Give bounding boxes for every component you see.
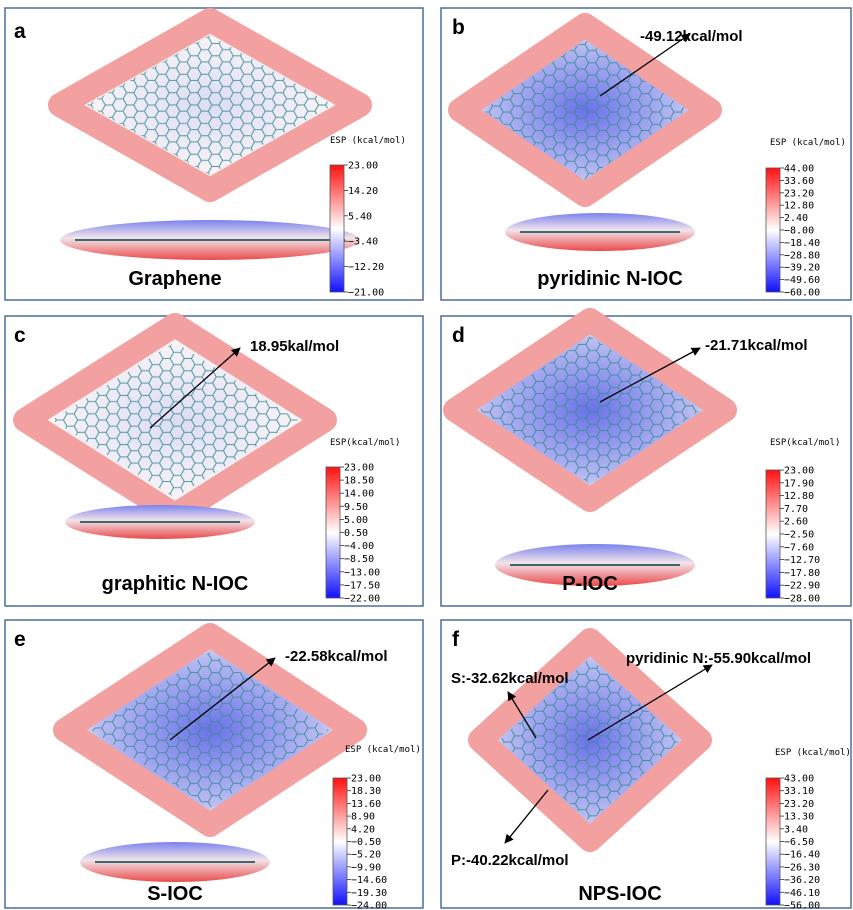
colorbar-tick-label: −60.00 bbox=[784, 288, 820, 299]
colorbar-tick-label: 5.00 bbox=[344, 515, 368, 526]
colorbar-tick-label: 23.00 bbox=[348, 161, 378, 172]
colorbar-tick-label: 43.00 bbox=[784, 774, 814, 785]
panel-letter: a bbox=[14, 20, 26, 43]
colorbar-tick-label: 8.90 bbox=[351, 812, 375, 823]
panel-letter: b bbox=[452, 16, 465, 39]
colorbar-tick-label: −7.60 bbox=[784, 542, 814, 553]
colorbar-tick-label: 7.70 bbox=[784, 504, 808, 515]
colorbar-tick-label: 18.50 bbox=[344, 476, 374, 487]
colorbar-tick-label: 18.30 bbox=[351, 786, 381, 797]
annotation: -21.71kcal/mol bbox=[705, 337, 808, 354]
colorbar-tick-label: −22.00 bbox=[344, 594, 380, 605]
colorbar-tick-label: 23.20 bbox=[784, 799, 814, 810]
colorbar-tick-label: 5.40 bbox=[348, 211, 372, 222]
molecule-name: graphitic N-IOC bbox=[102, 573, 249, 595]
colorbar-tick-label: −39.20 bbox=[784, 263, 820, 274]
colorbar-tick-label: −16.40 bbox=[784, 850, 820, 861]
colorbar-tick-label: 23.00 bbox=[351, 774, 381, 785]
colorbar-tick-label: −56.00 bbox=[784, 901, 820, 910]
colorbar-tick-label: −0.50 bbox=[351, 837, 381, 848]
colorbar-title: ESP (kcal/mol) bbox=[345, 745, 421, 755]
annotation: 18.95kal/mol bbox=[250, 338, 339, 355]
colorbar-tick-label: −4.00 bbox=[344, 541, 374, 552]
colorbar-tick-label: −3.40 bbox=[348, 237, 378, 248]
colorbar-tick-label: −12.20 bbox=[348, 262, 384, 273]
panel-letter: f bbox=[452, 628, 460, 651]
annotation: S:-32.62kcal/mol bbox=[451, 670, 569, 687]
colorbar-tick-label: −22.90 bbox=[784, 581, 820, 592]
colorbar-tick-label: −36.20 bbox=[784, 875, 820, 886]
colorbar bbox=[766, 168, 780, 292]
colorbar-tick-label: 14.00 bbox=[344, 489, 374, 500]
molecule-name: P-IOC bbox=[562, 573, 618, 595]
colorbar-tick-label: −12.70 bbox=[784, 555, 820, 566]
colorbar-title: ESP(kcal/mol) bbox=[330, 438, 400, 448]
colorbar-tick-label: −26.30 bbox=[784, 862, 820, 873]
colorbar-tick-label: −17.80 bbox=[784, 568, 820, 579]
molecule-name: Graphene bbox=[128, 268, 221, 290]
molecule-name: S-IOC bbox=[147, 883, 203, 905]
colorbar-tick-label: 3.40 bbox=[784, 824, 808, 835]
colorbar-tick-label: 12.80 bbox=[784, 201, 814, 212]
molecule-name: pyridinic N-IOC bbox=[537, 268, 683, 290]
molecule-name: NPS-IOC bbox=[578, 883, 661, 905]
colorbar-tick-label: 14.20 bbox=[348, 186, 378, 197]
colorbar-tick-label: −8.00 bbox=[784, 226, 814, 237]
colorbar-tick-label: −9.90 bbox=[351, 862, 381, 873]
colorbar-tick-label: 12.80 bbox=[784, 491, 814, 502]
colorbar-tick-label: −5.20 bbox=[351, 850, 381, 861]
colorbar-tick-label: −2.50 bbox=[784, 530, 814, 541]
colorbar-tick-label: −28.00 bbox=[784, 594, 820, 605]
colorbar-tick-label: 33.10 bbox=[784, 786, 814, 797]
colorbar-tick-label: 33.60 bbox=[784, 176, 814, 187]
colorbar-tick-label: −21.00 bbox=[348, 288, 384, 299]
colorbar bbox=[333, 778, 347, 905]
colorbar-title: ESP (kcal/mol) bbox=[330, 136, 406, 146]
colorbar-tick-label: 23.20 bbox=[784, 188, 814, 199]
colorbar-tick-label: 13.60 bbox=[351, 799, 381, 810]
colorbar bbox=[326, 467, 340, 598]
colorbar-tick-label: −28.80 bbox=[784, 250, 820, 261]
panel: b pyridinic N-IOC ESP (kcal/mol) 44.0033.60… bbox=[441, 8, 851, 300]
colorbar-tick-label: 2.60 bbox=[784, 517, 808, 528]
colorbar-tick-label: 23.00 bbox=[344, 463, 374, 474]
annotation: P:-40.22kcal/mol bbox=[451, 852, 569, 869]
panel-letter: c bbox=[14, 324, 26, 347]
figure: a Graphene ESP (kcal/mol) 23.00 14.20 5.40 −3.… bbox=[0, 0, 853, 910]
panel: c graphitic N-IOC ESP(kcal/mol) 23.00 18.50 1… bbox=[5, 316, 423, 606]
colorbar-tick-label: −24.00 bbox=[351, 901, 387, 910]
colorbar-tick-label: 2.40 bbox=[784, 213, 808, 224]
colorbar-tick-label: −19.30 bbox=[351, 888, 387, 899]
colorbar-tick-label: 13.30 bbox=[784, 812, 814, 823]
colorbar-title: ESP (kcal/mol) bbox=[770, 138, 846, 148]
colorbar bbox=[330, 165, 344, 292]
colorbar bbox=[766, 778, 780, 905]
colorbar-tick-label: −18.40 bbox=[784, 238, 820, 249]
colorbar-tick-label: −8.50 bbox=[344, 554, 374, 565]
panel-letter: e bbox=[14, 628, 26, 651]
colorbar-tick-label: −49.60 bbox=[784, 275, 820, 286]
colorbar-tick-label: 0.50 bbox=[344, 528, 368, 539]
colorbar-tick-label: 4.20 bbox=[351, 824, 375, 835]
colorbar bbox=[766, 470, 780, 598]
colorbar-tick-label: 44.00 bbox=[784, 164, 814, 175]
annotation: pyridinic N:-55.90kcal/mol bbox=[626, 650, 811, 667]
colorbar-title: ESP (kcal/mol) bbox=[775, 748, 851, 758]
colorbar-tick-label: −46.10 bbox=[784, 888, 820, 899]
colorbar-tick-label: 17.90 bbox=[784, 478, 814, 489]
panel: a Graphene ESP (kcal/mol) 23.00 14.20 5.40 −3.… bbox=[5, 8, 423, 300]
colorbar-tick-label: −17.50 bbox=[344, 580, 380, 591]
colorbar-tick-label: −14.60 bbox=[351, 875, 387, 886]
colorbar-tick-label: −6.50 bbox=[784, 837, 814, 848]
colorbar-tick-label: 9.50 bbox=[344, 502, 368, 513]
colorbar-tick-label: −13.00 bbox=[344, 567, 380, 578]
colorbar-tick-label: 23.00 bbox=[784, 466, 814, 477]
panel-letter: d bbox=[452, 324, 465, 347]
annotation: -22.58kcal/mol bbox=[285, 648, 388, 665]
colorbar-title: ESP(kcal/mol) bbox=[770, 438, 840, 448]
annotation: -49.12kcal/mol bbox=[640, 28, 743, 45]
